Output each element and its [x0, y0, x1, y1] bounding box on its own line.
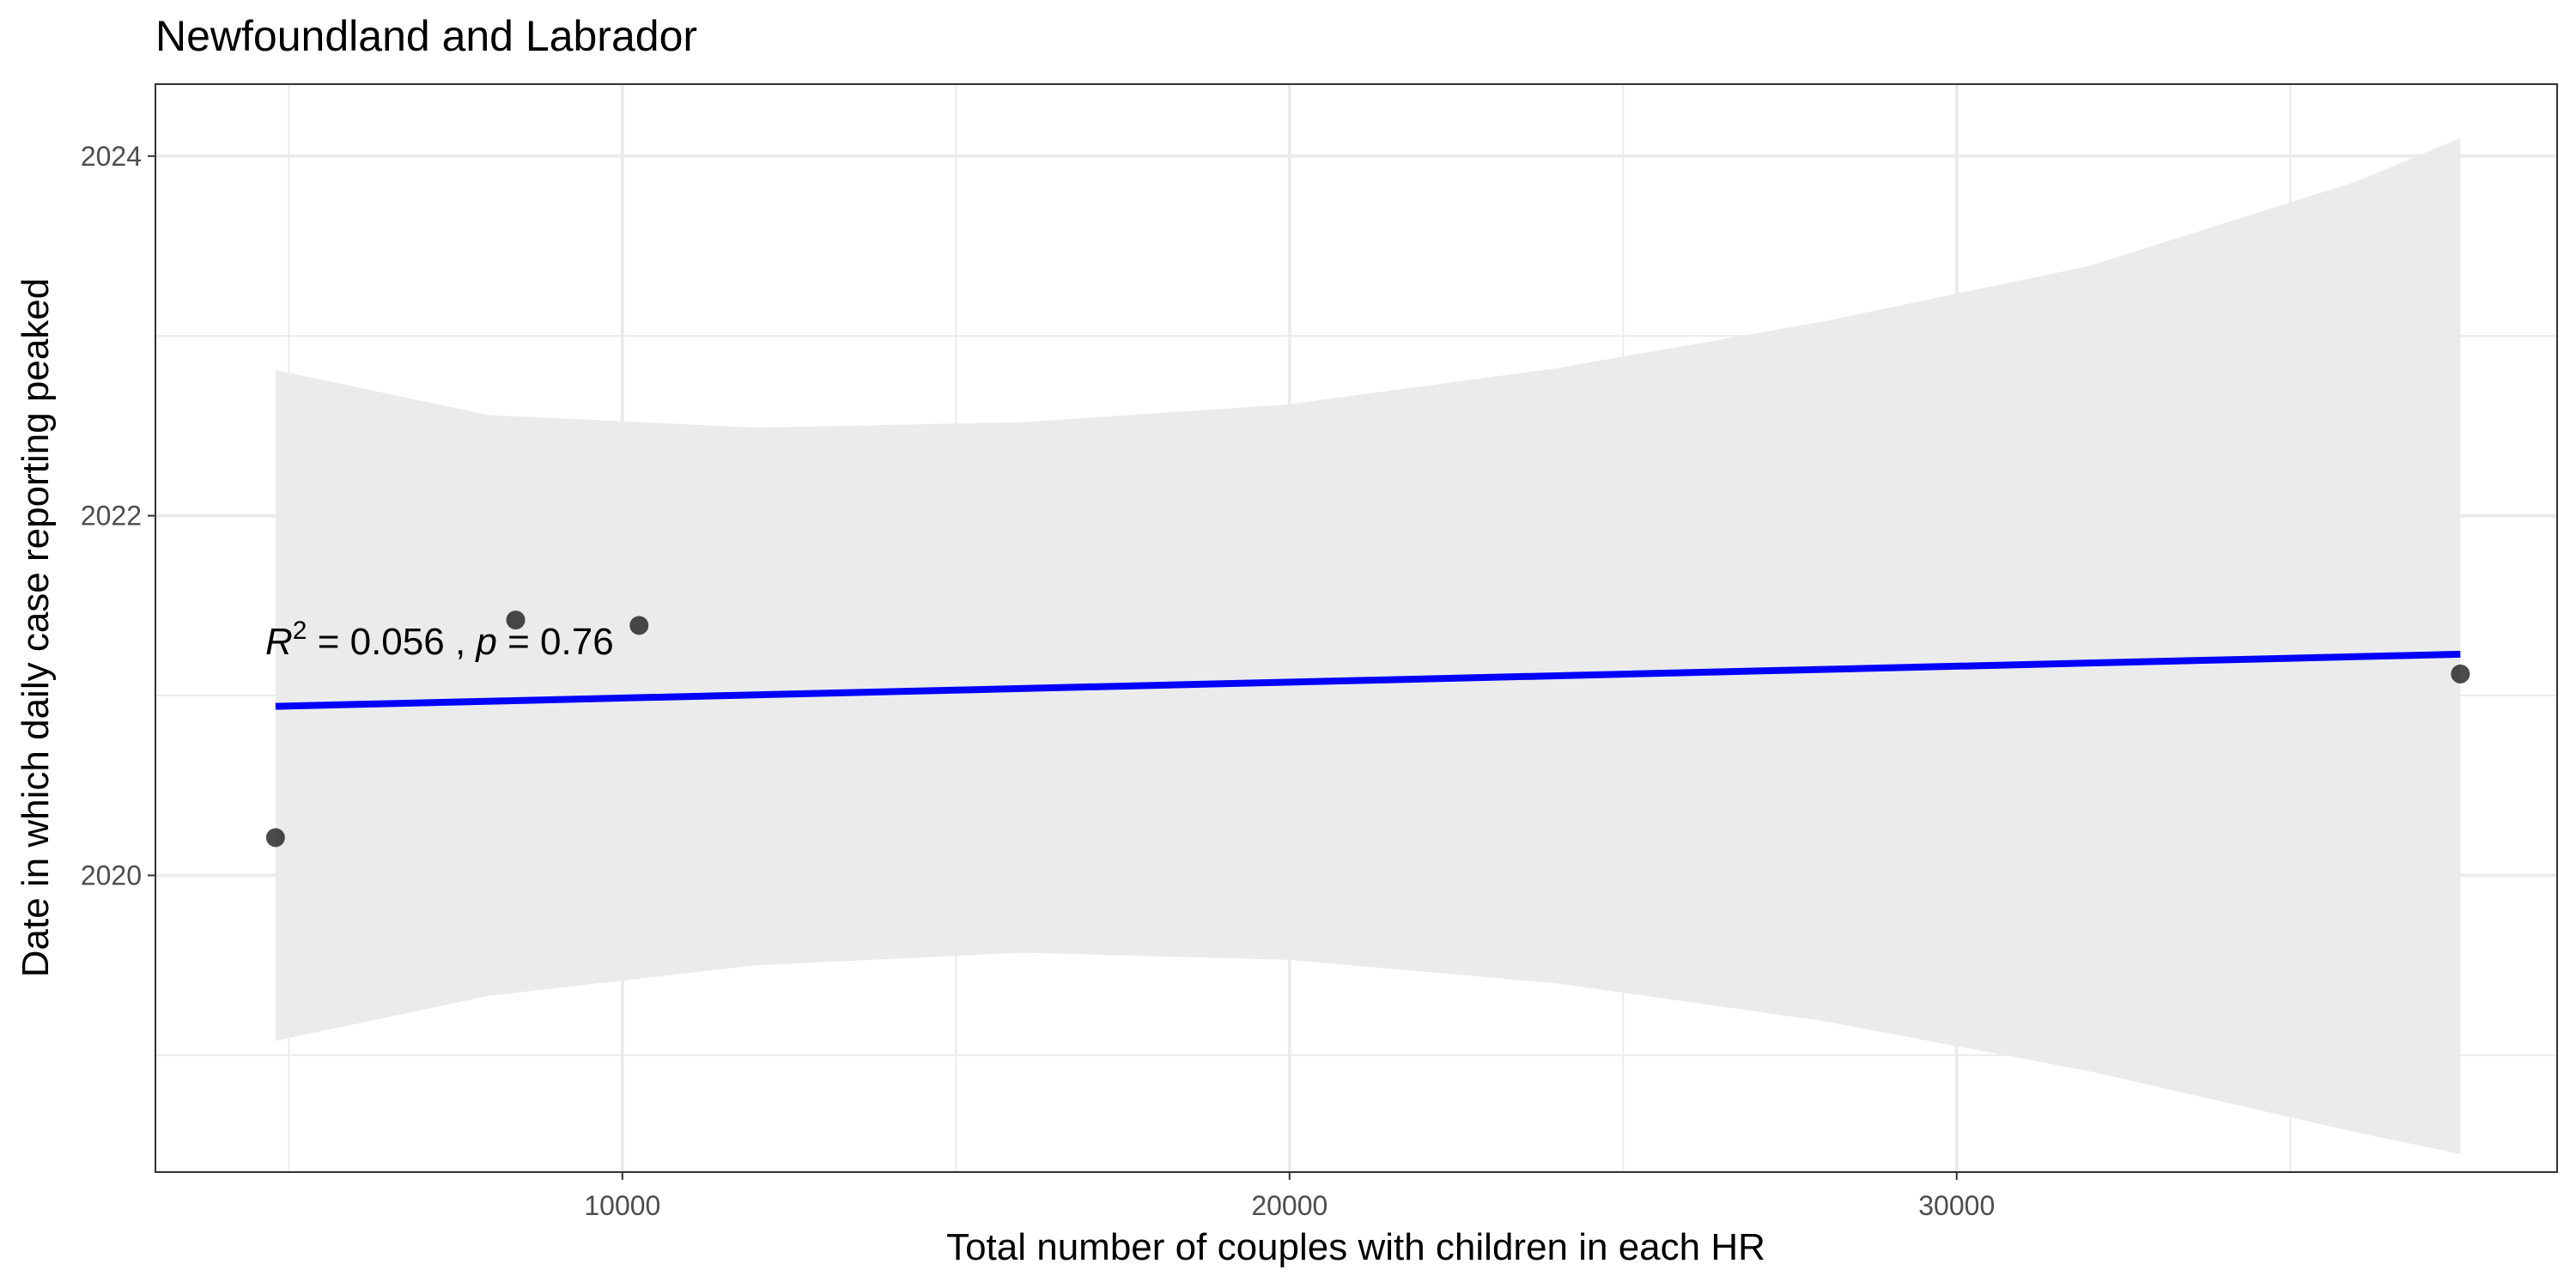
r2-symbol: R	[265, 621, 293, 663]
y-axis-title: Date in which daily case reporting peake…	[15, 278, 57, 977]
y-tick-label: 2022	[81, 501, 142, 532]
p-value: = 0.76	[497, 621, 614, 663]
data-point	[506, 611, 526, 630]
p-symbol: p	[474, 621, 496, 663]
x-tick-label: 30000	[1918, 1190, 1995, 1221]
fit-line	[275, 650, 2461, 710]
r2-value: = 0.056 ,	[307, 621, 476, 663]
confidence-band	[275, 137, 2461, 1155]
x-tick-label: 20000	[1251, 1190, 1327, 1221]
y-tick-label: 2020	[81, 860, 142, 890]
panel-border	[155, 83, 2558, 1173]
x-axis-title: Total number of couples with children in…	[946, 1226, 1765, 1268]
r2-exponent: 2	[293, 617, 307, 645]
y-axis-ticks: 2020 2022 2024	[81, 141, 155, 890]
y-tick-label: 2024	[81, 141, 142, 172]
data-point	[2451, 664, 2470, 683]
data-point	[265, 828, 285, 848]
x-tick-label: 10000	[584, 1190, 660, 1221]
data-points	[265, 611, 2470, 848]
data-point	[629, 616, 649, 635]
x-axis-ticks: 10000 20000 30000	[584, 1172, 1995, 1221]
stats-annotation: R2 = 0.056 , p = 0.76	[265, 617, 614, 663]
chart-title: Newfoundland and Labrador	[155, 12, 697, 60]
